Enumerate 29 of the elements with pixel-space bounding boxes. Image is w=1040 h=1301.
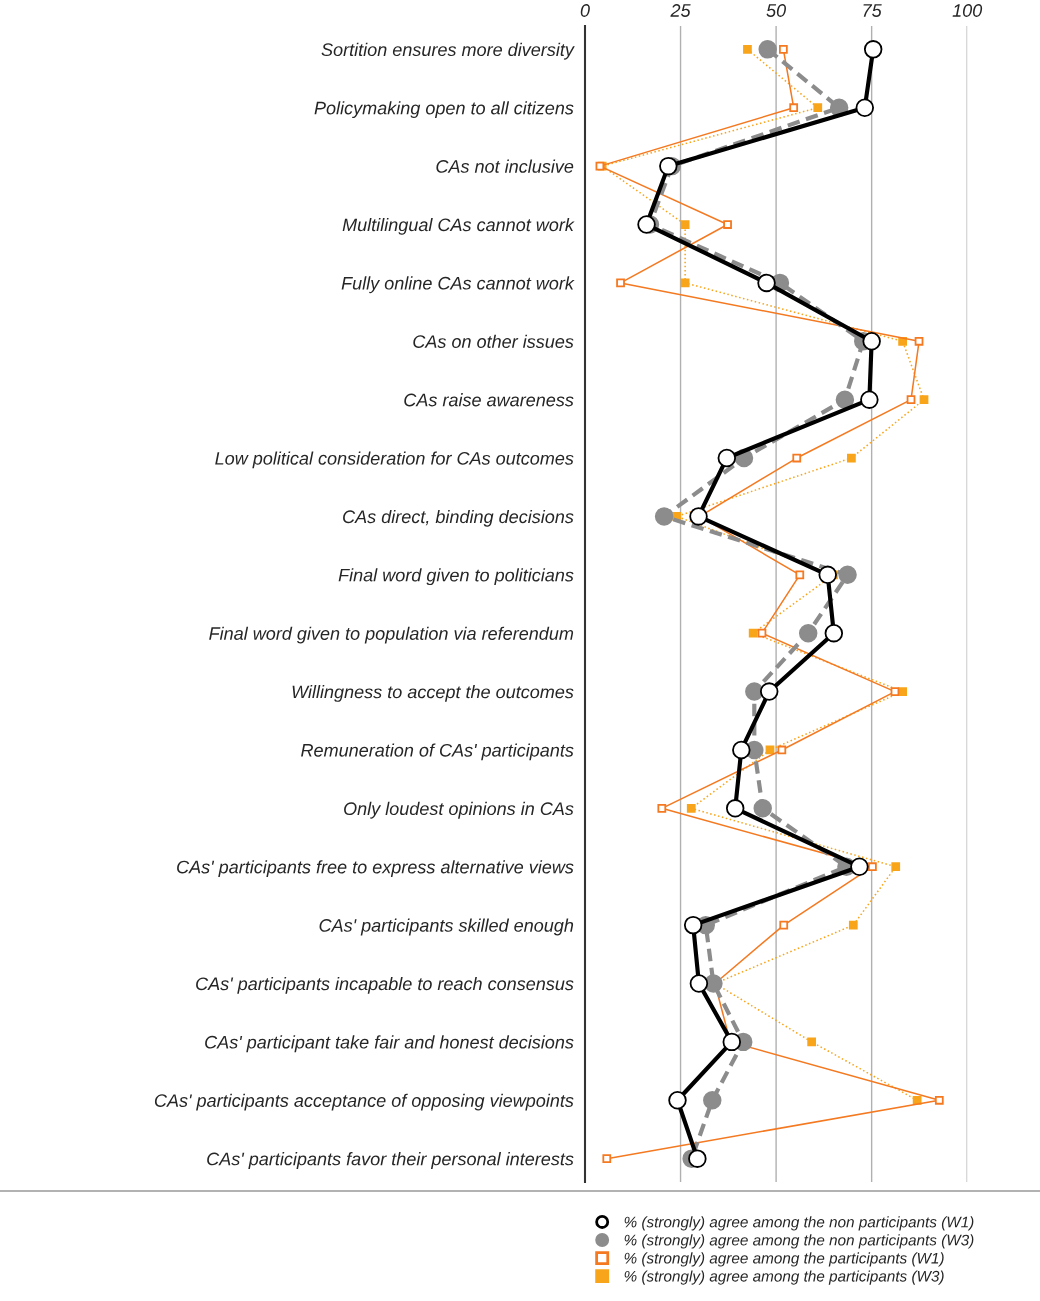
y-tick-label: CAs' participants favor their personal interests	[207, 1152, 574, 1169]
y-tick-label: Final word given to population via referendum	[209, 626, 574, 644]
y-tick-label: Final word given to politicians	[338, 568, 574, 586]
y-tick-label: CAs' participants free to express alternative views	[177, 860, 574, 878]
y-tick-label: Fully online CAs cannot work	[341, 276, 575, 294]
y-tick-label: CAs' participants incapable to reach consensus	[196, 976, 574, 994]
legend-label: % (strongly) agree among the participants (W3)	[624, 1270, 944, 1285]
y-tick-label: CAs' participant take fair and honest decisions	[205, 1035, 574, 1053]
y-tick-label: CAs' participants skilled enough	[319, 918, 574, 936]
legend-label: % (strongly) agree among the non participants (W3)	[624, 1234, 974, 1249]
y-tick-label: CAs direct, binding decisions	[343, 509, 574, 527]
y-tick-label: CAs raise awareness	[404, 393, 574, 407]
y-tick-label: Multilingual CAs cannot work	[342, 217, 575, 235]
y-tick-label: Remuneration of CAs' participants	[301, 743, 574, 761]
legend-label: % (strongly) agree among the participants (W1)	[624, 1252, 944, 1267]
y-tick-label: Willingness to accept the outcomes	[292, 685, 574, 702]
y-tick-label: CAs' participants acceptance of opposing viewpoints	[154, 1093, 574, 1111]
y-tick-label: CAs not inclusive	[436, 159, 574, 173]
y-tick-label: Only loudest opinions in CAs	[344, 801, 574, 819]
x-tick-label: 25	[670, 4, 691, 17]
y-tick-label: Sortition ensures more diversity	[321, 42, 575, 60]
x-tick-label: 50	[766, 4, 786, 17]
x-tick-label: 100	[952, 4, 983, 17]
x-tick-label: 0	[580, 4, 590, 17]
legend-label: % (strongly) agree among the non participants (W1)	[624, 1216, 974, 1231]
y-tick-label: CAs on other issues	[413, 334, 574, 348]
y-tick-label: Low political consideration for CAs outcomes	[215, 451, 574, 469]
y-tick-label: Policymaking open to all citizens	[314, 101, 574, 119]
x-tick-label: 75	[863, 4, 882, 17]
